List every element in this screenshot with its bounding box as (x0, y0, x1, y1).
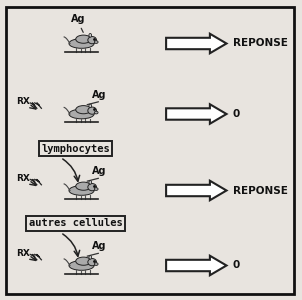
Polygon shape (166, 181, 226, 200)
Text: REPONSE: REPONSE (233, 185, 288, 196)
Ellipse shape (88, 184, 97, 191)
Text: Ag: Ag (92, 241, 107, 251)
Ellipse shape (88, 37, 97, 44)
Text: RX: RX (16, 98, 30, 106)
Text: Ag: Ag (71, 14, 86, 24)
Text: RX: RX (16, 249, 30, 258)
Polygon shape (166, 104, 226, 124)
Ellipse shape (76, 257, 91, 265)
Ellipse shape (69, 261, 94, 270)
Polygon shape (166, 256, 226, 275)
Ellipse shape (76, 106, 91, 114)
Ellipse shape (95, 111, 98, 114)
Ellipse shape (69, 186, 94, 195)
Text: RX: RX (16, 174, 30, 183)
Ellipse shape (95, 188, 98, 190)
Text: autres cellules: autres cellules (29, 218, 122, 229)
Ellipse shape (89, 256, 92, 259)
Ellipse shape (89, 181, 92, 184)
Ellipse shape (89, 34, 92, 37)
Text: Ag: Ag (92, 90, 107, 100)
Ellipse shape (69, 109, 94, 119)
Ellipse shape (95, 263, 98, 266)
Text: 0: 0 (233, 260, 240, 271)
Ellipse shape (88, 107, 97, 114)
Ellipse shape (76, 182, 91, 190)
Text: lymphocytes: lymphocytes (41, 143, 110, 154)
Text: REPONSE: REPONSE (233, 38, 288, 49)
Ellipse shape (95, 41, 98, 44)
Ellipse shape (88, 259, 97, 266)
Text: Ag: Ag (92, 166, 107, 176)
Polygon shape (166, 34, 226, 53)
Ellipse shape (69, 39, 94, 48)
Ellipse shape (76, 35, 91, 43)
Ellipse shape (89, 104, 92, 108)
Text: 0: 0 (233, 109, 240, 119)
